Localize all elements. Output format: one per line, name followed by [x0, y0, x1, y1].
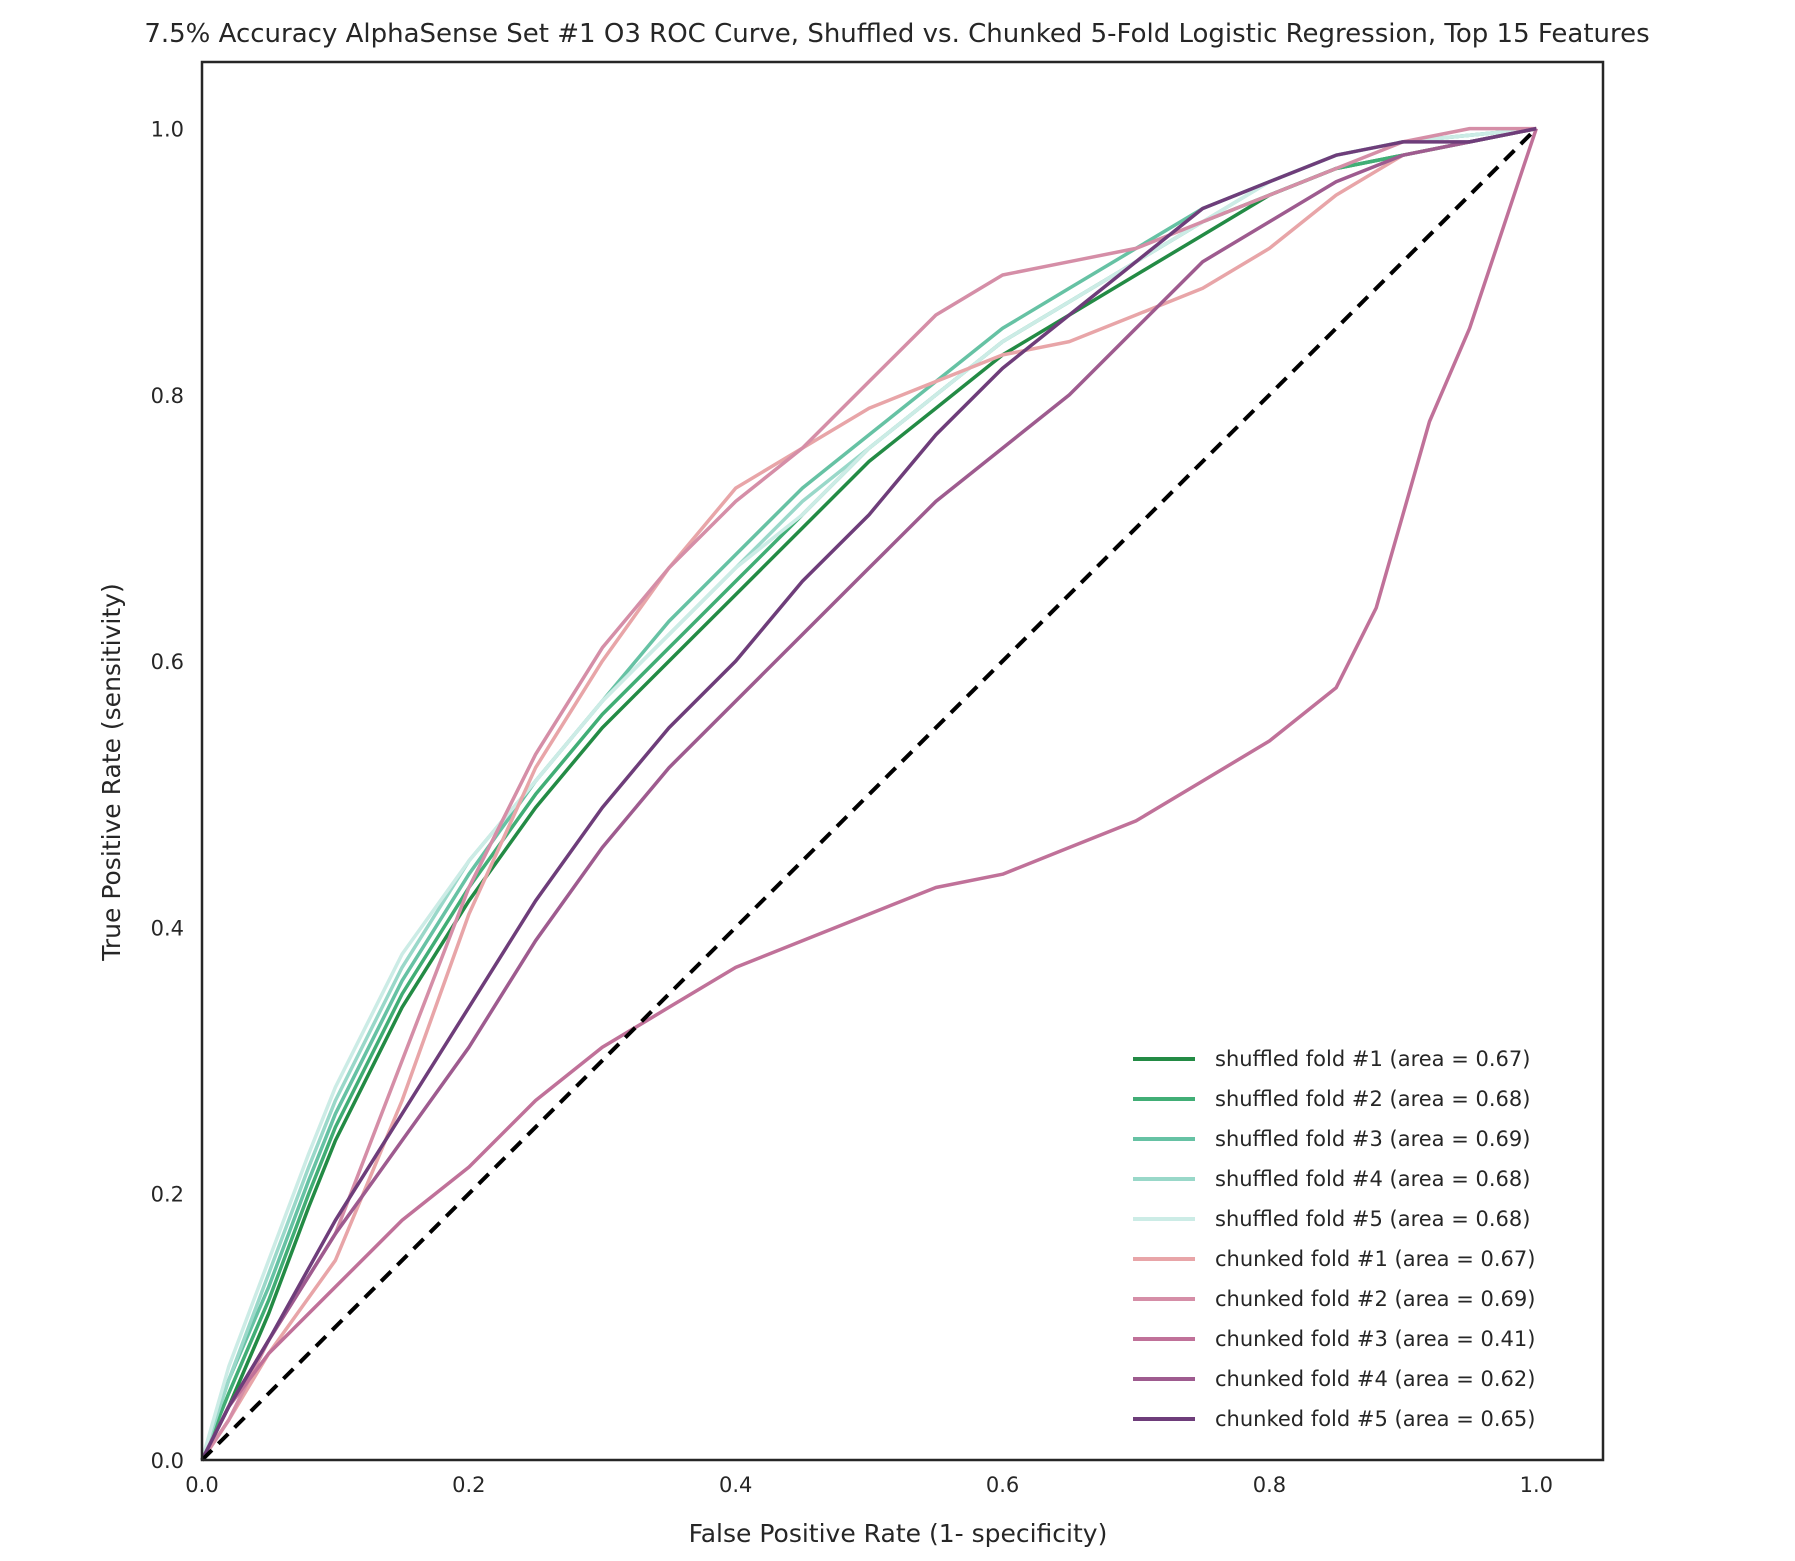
legend-entry: chunked fold #5 (area = 0.65)	[1215, 1407, 1535, 1431]
x-tick-label: 0.4	[719, 1473, 752, 1497]
plot-area-frame	[200, 60, 1605, 1462]
legend-entry: chunked fold #1 (area = 0.67)	[1215, 1247, 1535, 1271]
y-axis-label: True Positive Rate (sensitivity)	[97, 583, 126, 961]
series-line-9	[200, 126, 1537, 1461]
legend-entry: chunked fold #4 (area = 0.62)	[1215, 1367, 1535, 1391]
y-tick-label: 0.6	[151, 650, 184, 674]
series-line-6	[200, 126, 1537, 1461]
y-tick-label: 0.2	[151, 1183, 184, 1207]
x-tick-label: 0.8	[1253, 1473, 1286, 1497]
x-tick-label: 0.0	[185, 1473, 218, 1497]
chance-diagonal-line	[200, 127, 1538, 1462]
legend-entry: shuffled fold #1 (area = 0.67)	[1215, 1047, 1530, 1071]
axis-ticks: 0.0 0.2 0.4 0.6 0.8 1.0 0.0 0.2 0.4 0.6 0.8 1.0	[151, 118, 1553, 1497]
series-line-10	[200, 126, 1537, 1461]
y-tick-label: 0.0	[151, 1449, 184, 1473]
legend-entry: shuffled fold #4 (area = 0.68)	[1215, 1167, 1530, 1191]
legend: shuffled fold #1 (area = 0.67) shuffled f…	[1133, 1047, 1535, 1431]
y-tick-label: 0.8	[151, 384, 184, 408]
x-axis-label: False Positive Rate (1- specificity)	[689, 1519, 1108, 1548]
chart-title: 7.5% Accuracy AlphaSense Set #1 O3 ROC C…	[144, 19, 1649, 49]
series-line-8	[200, 128, 1538, 1461]
series-line-7	[200, 126, 1537, 1461]
legend-entry: chunked fold #2 (area = 0.69)	[1215, 1287, 1535, 1311]
legend-entry: shuffled fold #5 (area = 0.68)	[1215, 1207, 1530, 1231]
legend-entry: chunked fold #3 (area = 0.41)	[1215, 1327, 1535, 1351]
x-tick-label: 0.2	[452, 1473, 485, 1497]
x-tick-label: 1.0	[1520, 1473, 1553, 1497]
legend-entry: shuffled fold #2 (area = 0.68)	[1215, 1087, 1530, 1111]
y-tick-label: 0.4	[151, 916, 184, 940]
y-tick-label: 1.0	[151, 118, 184, 142]
series-layer	[200, 126, 1538, 1461]
legend-entry: shuffled fold #3 (area = 0.69)	[1215, 1127, 1530, 1151]
x-tick-label: 0.6	[986, 1473, 1019, 1497]
